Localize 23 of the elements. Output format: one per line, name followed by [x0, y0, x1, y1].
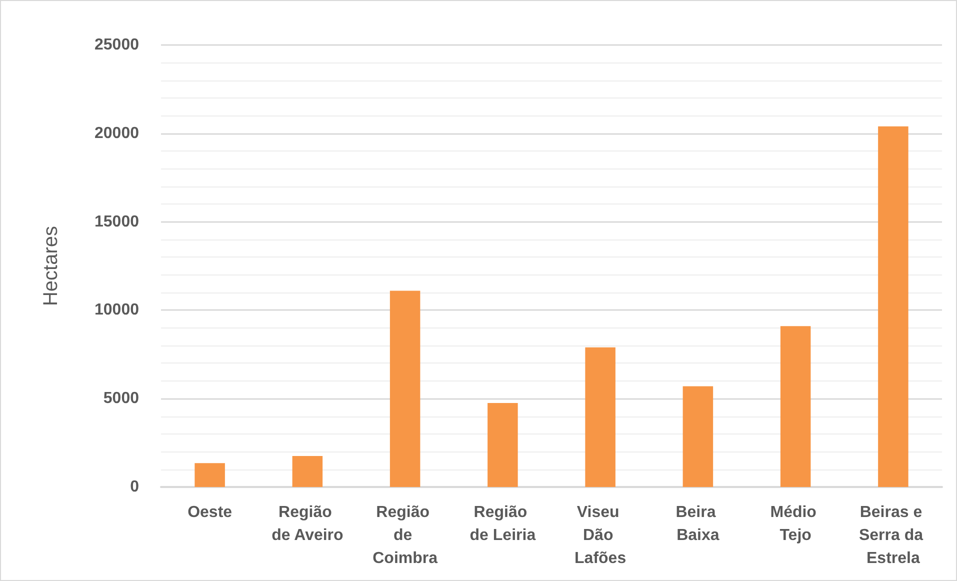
y-tick-label: 10000 [94, 302, 140, 319]
x-tick-label: Região de Aveiro [272, 504, 344, 544]
x-tick-label: Médio Tejo [770, 504, 821, 544]
x-tick-label: Oeste [188, 504, 232, 521]
bar [585, 347, 616, 487]
bar [878, 126, 908, 487]
y-tick-label: 15000 [94, 213, 140, 230]
y-tick-label: 20000 [94, 124, 140, 142]
bar [292, 456, 323, 487]
bar [780, 326, 811, 487]
y-axis-title: Hectares [40, 226, 62, 306]
bar [390, 290, 420, 487]
x-tick-label: Beira Baixa [676, 504, 720, 544]
bar [682, 386, 714, 487]
x-tick-label: Região de Leiria [470, 504, 536, 544]
x-tick-label: Viseu Dão Lafões [574, 504, 626, 567]
y-tick-label: 0 [130, 478, 140, 496]
y-tick-label: 25000 [94, 36, 140, 54]
bar [194, 463, 225, 487]
x-tick-label: Beiras e Serra da Estrela [858, 504, 928, 567]
bar [488, 403, 518, 487]
y-tick-label: 5000 [103, 390, 140, 408]
x-tick-label: Região de Coimbra [372, 504, 438, 567]
